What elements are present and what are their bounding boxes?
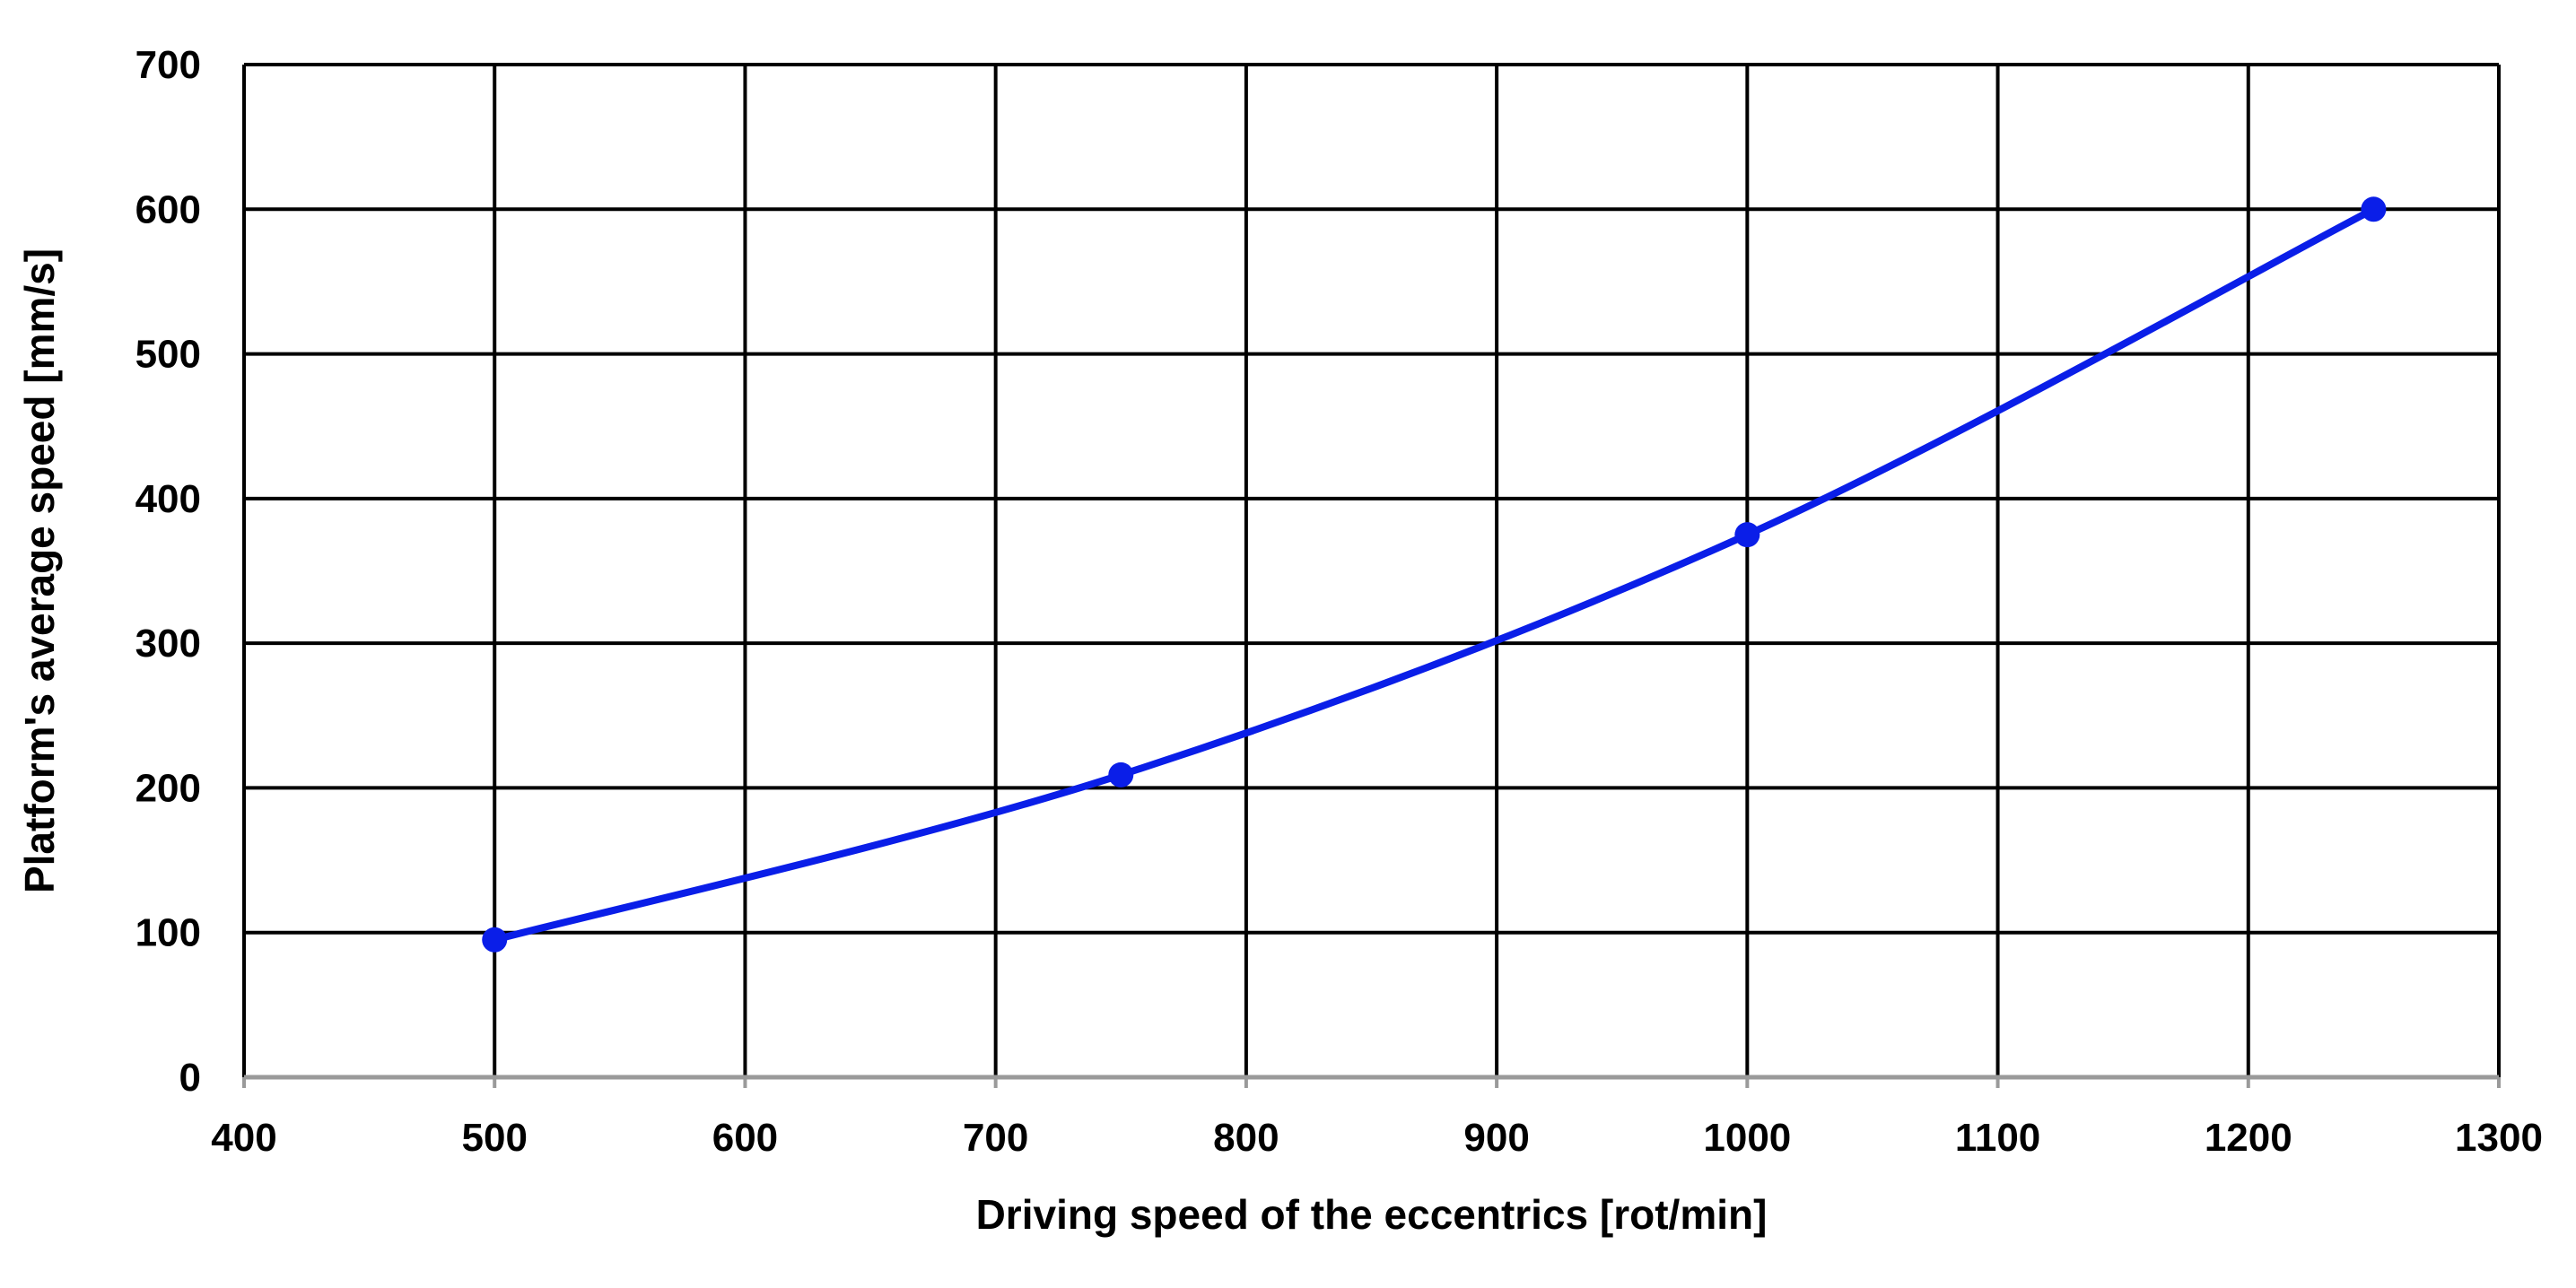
data-point [1108, 761, 1134, 788]
y-tick-label: 200 [135, 766, 201, 810]
y-tick-label: 0 [179, 1056, 201, 1100]
data-point [1734, 522, 1760, 548]
x-tick-label: 900 [1463, 1116, 1529, 1160]
x-tick-label: 1200 [2205, 1116, 2292, 1160]
y-tick-label: 600 [135, 187, 201, 231]
y-tick-label: 400 [135, 477, 201, 521]
series-layer [482, 196, 2387, 953]
data-point [482, 927, 508, 953]
y-axis-title: Platform's average speed [mm/s] [16, 248, 63, 893]
x-tick-label: 1100 [1955, 1116, 2040, 1160]
x-tick-label: 600 [712, 1116, 778, 1160]
y-tick-label: 100 [135, 911, 201, 955]
x-tick-label: 700 [963, 1116, 1028, 1160]
data-point [2361, 196, 2387, 222]
x-tick-label: 500 [462, 1116, 528, 1160]
x-tick-label: 1000 [1703, 1116, 1791, 1160]
series-line [491, 205, 2378, 944]
axes [242, 65, 2501, 1088]
x-axis-title: Driving speed of the eccentrics [rot/min… [976, 1191, 1768, 1238]
y-tick-label: 300 [135, 622, 201, 666]
x-tick-label: 400 [211, 1116, 276, 1160]
x-tick-label: 1300 [2455, 1116, 2543, 1160]
tick-labels: 400 500 600 700 800 900 1000 1100 1200 1300 0 100 20… [135, 43, 2543, 1160]
y-tick-label: 700 [135, 43, 201, 87]
grid [244, 63, 2501, 1077]
x-tick-label: 800 [1213, 1116, 1279, 1160]
y-tick-label: 500 [135, 333, 201, 377]
